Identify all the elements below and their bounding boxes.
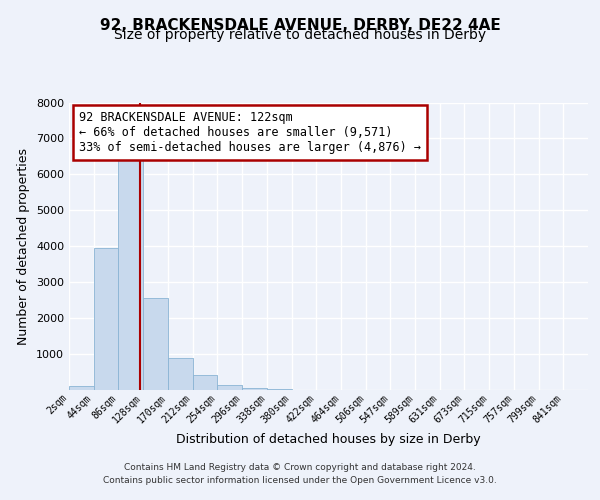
Bar [193, 374, 217, 390]
Bar [94, 248, 118, 390]
Text: Contains HM Land Registry data © Crown copyright and database right 2024.: Contains HM Land Registry data © Crown c… [124, 464, 476, 472]
Bar [242, 388, 267, 390]
X-axis label: Distribution of detached houses by size in Derby: Distribution of detached houses by size … [176, 433, 481, 446]
Bar [168, 358, 193, 390]
Text: 92 BRACKENSDALE AVENUE: 122sqm
← 66% of detached houses are smaller (9,571)
33% : 92 BRACKENSDALE AVENUE: 122sqm ← 66% of … [79, 111, 421, 154]
Bar [69, 386, 94, 390]
Text: Contains public sector information licensed under the Open Government Licence v3: Contains public sector information licen… [103, 476, 497, 485]
Bar [217, 386, 242, 390]
Text: Size of property relative to detached houses in Derby: Size of property relative to detached ho… [114, 28, 486, 42]
Text: 92, BRACKENSDALE AVENUE, DERBY, DE22 4AE: 92, BRACKENSDALE AVENUE, DERBY, DE22 4AE [100, 18, 500, 32]
Y-axis label: Number of detached properties: Number of detached properties [17, 148, 31, 345]
Bar [118, 158, 143, 390]
Bar [143, 298, 168, 390]
